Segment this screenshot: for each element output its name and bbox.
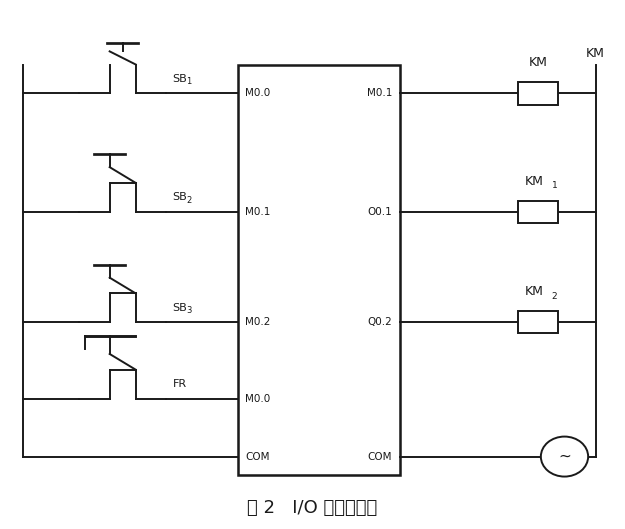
Text: 3: 3	[186, 306, 192, 315]
Text: 1: 1	[552, 181, 558, 190]
Bar	[518, 312, 558, 333]
Text: ~: ~	[558, 449, 571, 464]
Text: SB: SB	[173, 303, 188, 313]
Text: M0.0: M0.0	[245, 394, 271, 404]
Text: SB: SB	[173, 74, 188, 84]
Text: FR: FR	[173, 379, 187, 389]
Bar	[518, 83, 558, 105]
Bar	[238, 65, 399, 475]
Text: KM: KM	[525, 285, 544, 298]
Text: M0.2: M0.2	[245, 317, 271, 327]
Text: 图 2   I/O 配置接线图: 图 2 I/O 配置接线图	[248, 499, 378, 517]
Text: SB: SB	[173, 193, 188, 203]
Text: 2: 2	[186, 196, 191, 205]
Text: KM: KM	[525, 175, 544, 188]
Text: COM: COM	[368, 452, 392, 462]
Text: KM: KM	[586, 47, 605, 60]
Text: M0.1: M0.1	[245, 207, 271, 217]
Text: M0.1: M0.1	[367, 88, 392, 98]
Text: 2: 2	[552, 292, 558, 301]
Text: Q0.2: Q0.2	[368, 317, 392, 327]
Text: KM: KM	[529, 56, 548, 69]
Bar	[518, 201, 558, 223]
Text: M0.0: M0.0	[245, 88, 271, 98]
Text: COM: COM	[245, 452, 270, 462]
Text: 1: 1	[186, 77, 191, 86]
Circle shape	[541, 436, 588, 477]
Text: O0.1: O0.1	[368, 207, 392, 217]
